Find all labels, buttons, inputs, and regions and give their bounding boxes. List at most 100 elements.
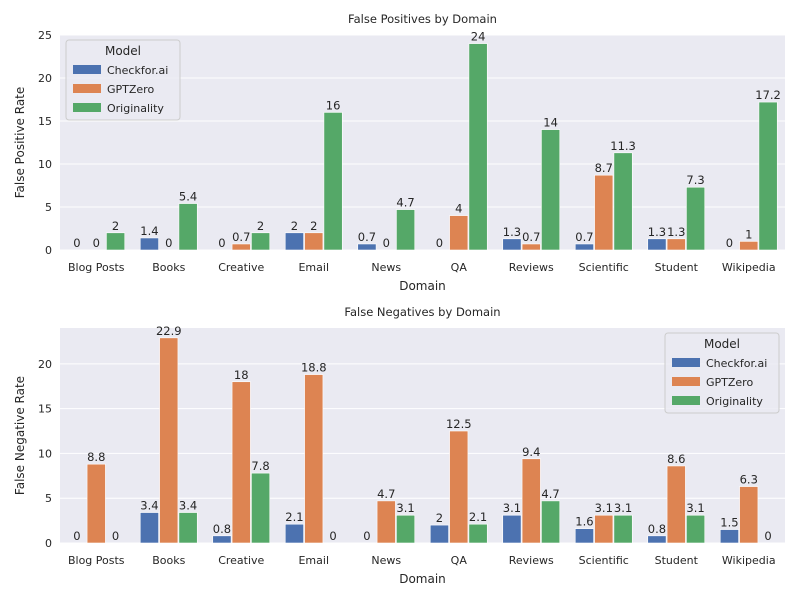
bar-gptzero-creative bbox=[231, 381, 251, 544]
data-label: 8.6 bbox=[667, 452, 685, 466]
data-label: 3.1 bbox=[614, 501, 632, 515]
bar-checkfor-ai-reviews bbox=[502, 514, 522, 544]
x-tick-label: Email bbox=[298, 554, 329, 567]
legend-entry-gptzero: GPTZero bbox=[107, 83, 154, 96]
data-label: 0 bbox=[165, 236, 172, 250]
data-label: 0 bbox=[764, 529, 771, 543]
bar-gptzero-qa bbox=[449, 430, 469, 544]
data-label: 0 bbox=[93, 236, 100, 250]
data-label: 4.7 bbox=[377, 487, 395, 501]
y-tick-label: 5 bbox=[45, 201, 52, 214]
data-label: 3.1 bbox=[595, 501, 613, 515]
bar-originality-student bbox=[686, 514, 706, 544]
x-tick-label: Creative bbox=[218, 261, 264, 274]
legend-entry-originality: Originality bbox=[107, 102, 164, 115]
bar-originality-news bbox=[396, 209, 416, 251]
data-label: 17.2 bbox=[755, 88, 781, 102]
y-tick-label: 10 bbox=[38, 447, 52, 460]
data-label: 1.6 bbox=[575, 515, 593, 529]
bar-gptzero-news bbox=[376, 500, 396, 544]
bar-gptzero-email bbox=[304, 374, 324, 544]
y-tick-label: 5 bbox=[45, 492, 52, 505]
legend-entry-checkfor-ai: Checkfor.ai bbox=[107, 64, 168, 77]
legend-title: Model bbox=[105, 44, 141, 58]
x-tick-label: Email bbox=[298, 261, 329, 274]
bar-gptzero-student bbox=[666, 465, 686, 544]
legend-swatch-originality bbox=[672, 396, 700, 405]
data-label: 1.3 bbox=[648, 225, 666, 239]
bar-checkfor-ai-email bbox=[284, 523, 304, 544]
bar-gptzero-reviews bbox=[521, 243, 541, 251]
bar-originality-qa bbox=[468, 523, 488, 544]
bar-checkfor-ai-books bbox=[139, 512, 159, 544]
data-label: 0.8 bbox=[648, 522, 666, 536]
data-label: 0.8 bbox=[213, 522, 231, 536]
data-label: 11.3 bbox=[610, 139, 636, 153]
x-axis-label: Domain bbox=[399, 572, 446, 586]
data-label: 1 bbox=[745, 227, 752, 241]
data-label: 2 bbox=[436, 511, 443, 525]
bar-checkfor-ai-student bbox=[647, 535, 667, 544]
bar-checkfor-ai-books bbox=[139, 237, 159, 251]
bar-gptzero-email bbox=[304, 232, 324, 251]
y-tick-label: 15 bbox=[38, 115, 52, 128]
data-label: 0 bbox=[112, 529, 119, 543]
y-tick-label: 25 bbox=[38, 29, 52, 42]
data-label: 1.5 bbox=[720, 516, 738, 530]
data-label: 0 bbox=[73, 236, 80, 250]
data-label: 0 bbox=[363, 529, 370, 543]
legend-swatch-gptzero bbox=[73, 84, 101, 93]
data-label: 6.3 bbox=[740, 473, 758, 487]
data-label: 5.4 bbox=[179, 190, 197, 204]
x-tick-label: QA bbox=[451, 261, 468, 274]
bar-gptzero-qa bbox=[449, 215, 469, 251]
legend-entry-gptzero: GPTZero bbox=[706, 376, 753, 389]
legend-box bbox=[664, 332, 780, 414]
y-tick-label: 15 bbox=[38, 403, 52, 416]
chart-title: False Negatives by Domain bbox=[344, 305, 500, 319]
data-label: 3.1 bbox=[686, 501, 704, 515]
legend-swatch-checkfor-ai bbox=[672, 358, 700, 367]
data-label: 4 bbox=[455, 202, 462, 216]
x-tick-label: Books bbox=[152, 261, 185, 274]
bar-originality-email bbox=[323, 112, 343, 251]
bar-gptzero-creative bbox=[231, 243, 251, 251]
bar-checkfor-ai-scientific bbox=[574, 243, 594, 251]
bar-checkfor-ai-reviews bbox=[502, 238, 522, 251]
data-label: 2.1 bbox=[469, 510, 487, 524]
data-label: 7.8 bbox=[251, 459, 269, 473]
bar-checkfor-ai-wikipedia bbox=[719, 529, 739, 544]
chart-title: False Positives by Domain bbox=[348, 12, 497, 26]
x-tick-label: Reviews bbox=[509, 261, 554, 274]
bar-gptzero-wikipedia bbox=[739, 486, 759, 544]
data-label: 2 bbox=[257, 219, 264, 233]
data-label: 0 bbox=[383, 236, 390, 250]
data-label: 0.7 bbox=[358, 230, 376, 244]
data-label: 8.7 bbox=[595, 161, 613, 175]
y-axis-label: False Positive Rate bbox=[13, 87, 27, 199]
legend-swatch-gptzero bbox=[672, 377, 700, 386]
legend-entry-originality: Originality bbox=[706, 395, 763, 408]
data-label: 0.7 bbox=[522, 230, 540, 244]
data-label: 0 bbox=[436, 236, 443, 250]
bar-originality-wikipedia bbox=[758, 101, 778, 251]
x-tick-label: Reviews bbox=[509, 554, 554, 567]
legend: Model Checkfor.ai GPTZero Originality bbox=[664, 332, 780, 414]
data-label: 3.1 bbox=[396, 501, 414, 515]
y-tick-label: 0 bbox=[45, 244, 52, 257]
bar-gptzero-wikipedia bbox=[739, 241, 759, 251]
data-label: 0.7 bbox=[575, 230, 593, 244]
data-label: 0 bbox=[218, 236, 225, 250]
bar-originality-scientific bbox=[613, 514, 633, 544]
data-label: 1.3 bbox=[667, 225, 685, 239]
legend: Model Checkfor.ai GPTZero Originality bbox=[65, 39, 181, 121]
legend-swatch-originality bbox=[73, 103, 101, 112]
y-tick-label: 20 bbox=[38, 358, 52, 371]
data-label: 1.4 bbox=[140, 224, 158, 238]
y-axis-label: False Negative Rate bbox=[13, 376, 27, 495]
data-label: 2.1 bbox=[285, 510, 303, 524]
bar-checkfor-ai-student bbox=[647, 238, 667, 251]
data-label: 7.3 bbox=[686, 173, 704, 187]
